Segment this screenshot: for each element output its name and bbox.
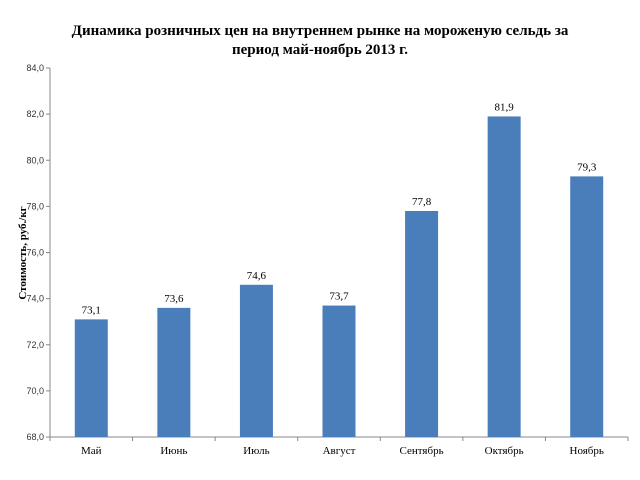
y-tick-label: 72,0 — [26, 340, 44, 350]
bar — [239, 284, 273, 437]
bar — [405, 210, 439, 437]
y-tick-label: 84,0 — [26, 63, 44, 73]
y-tick-label: 74,0 — [26, 294, 44, 304]
bar — [74, 319, 108, 437]
chart-labels: 73,1 Май 73,6 Июнь 74,6 Июль 73,7 Август 77,8 Сен… — [81, 101, 604, 457]
y-tick-label: 78,0 — [26, 201, 44, 211]
data-label: 79,3 — [577, 161, 597, 173]
bar — [487, 116, 521, 438]
x-tick-label: Июнь — [160, 445, 187, 457]
y-tick-label: 76,0 — [26, 248, 44, 258]
y-tick-label: 82,0 — [26, 109, 44, 119]
chart-bars — [74, 116, 604, 438]
x-tick-label: Август — [323, 445, 356, 457]
y-axis-label: Стоимость, руб./кг — [17, 206, 29, 299]
bar — [570, 176, 604, 438]
chart-title-line-1: Динамика розничных цен на внутреннем рын… — [71, 23, 569, 39]
x-tick-label: Май — [81, 445, 102, 457]
x-tick-label: Октябрь — [485, 445, 524, 457]
chart-axes: 68,0 70,0 72,0 74,0 76,0 78,0 80,0 82,0 84,0 — [26, 63, 629, 442]
data-label: 73,7 — [329, 291, 349, 303]
y-tick-label: 70,0 — [26, 386, 44, 396]
x-tick-label: Ноябрь — [570, 445, 604, 457]
y-tick-label: 68,0 — [26, 432, 44, 442]
chart-title: Динамика розничных цен на внутреннем рын… — [0, 22, 640, 60]
x-tick-label: Сентябрь — [400, 445, 444, 457]
y-tick-label: 80,0 — [26, 155, 44, 165]
data-label: 77,8 — [412, 196, 432, 208]
bar — [157, 307, 191, 437]
data-label: 74,6 — [247, 270, 267, 282]
x-tick-label: Июль — [243, 445, 269, 457]
bar — [322, 305, 356, 437]
data-label: 81,9 — [495, 101, 515, 113]
data-label: 73,1 — [82, 304, 101, 316]
chart-title-line-2: период май-ноябрь 2013 г. — [231, 42, 409, 58]
data-label: 73,6 — [164, 293, 184, 305]
